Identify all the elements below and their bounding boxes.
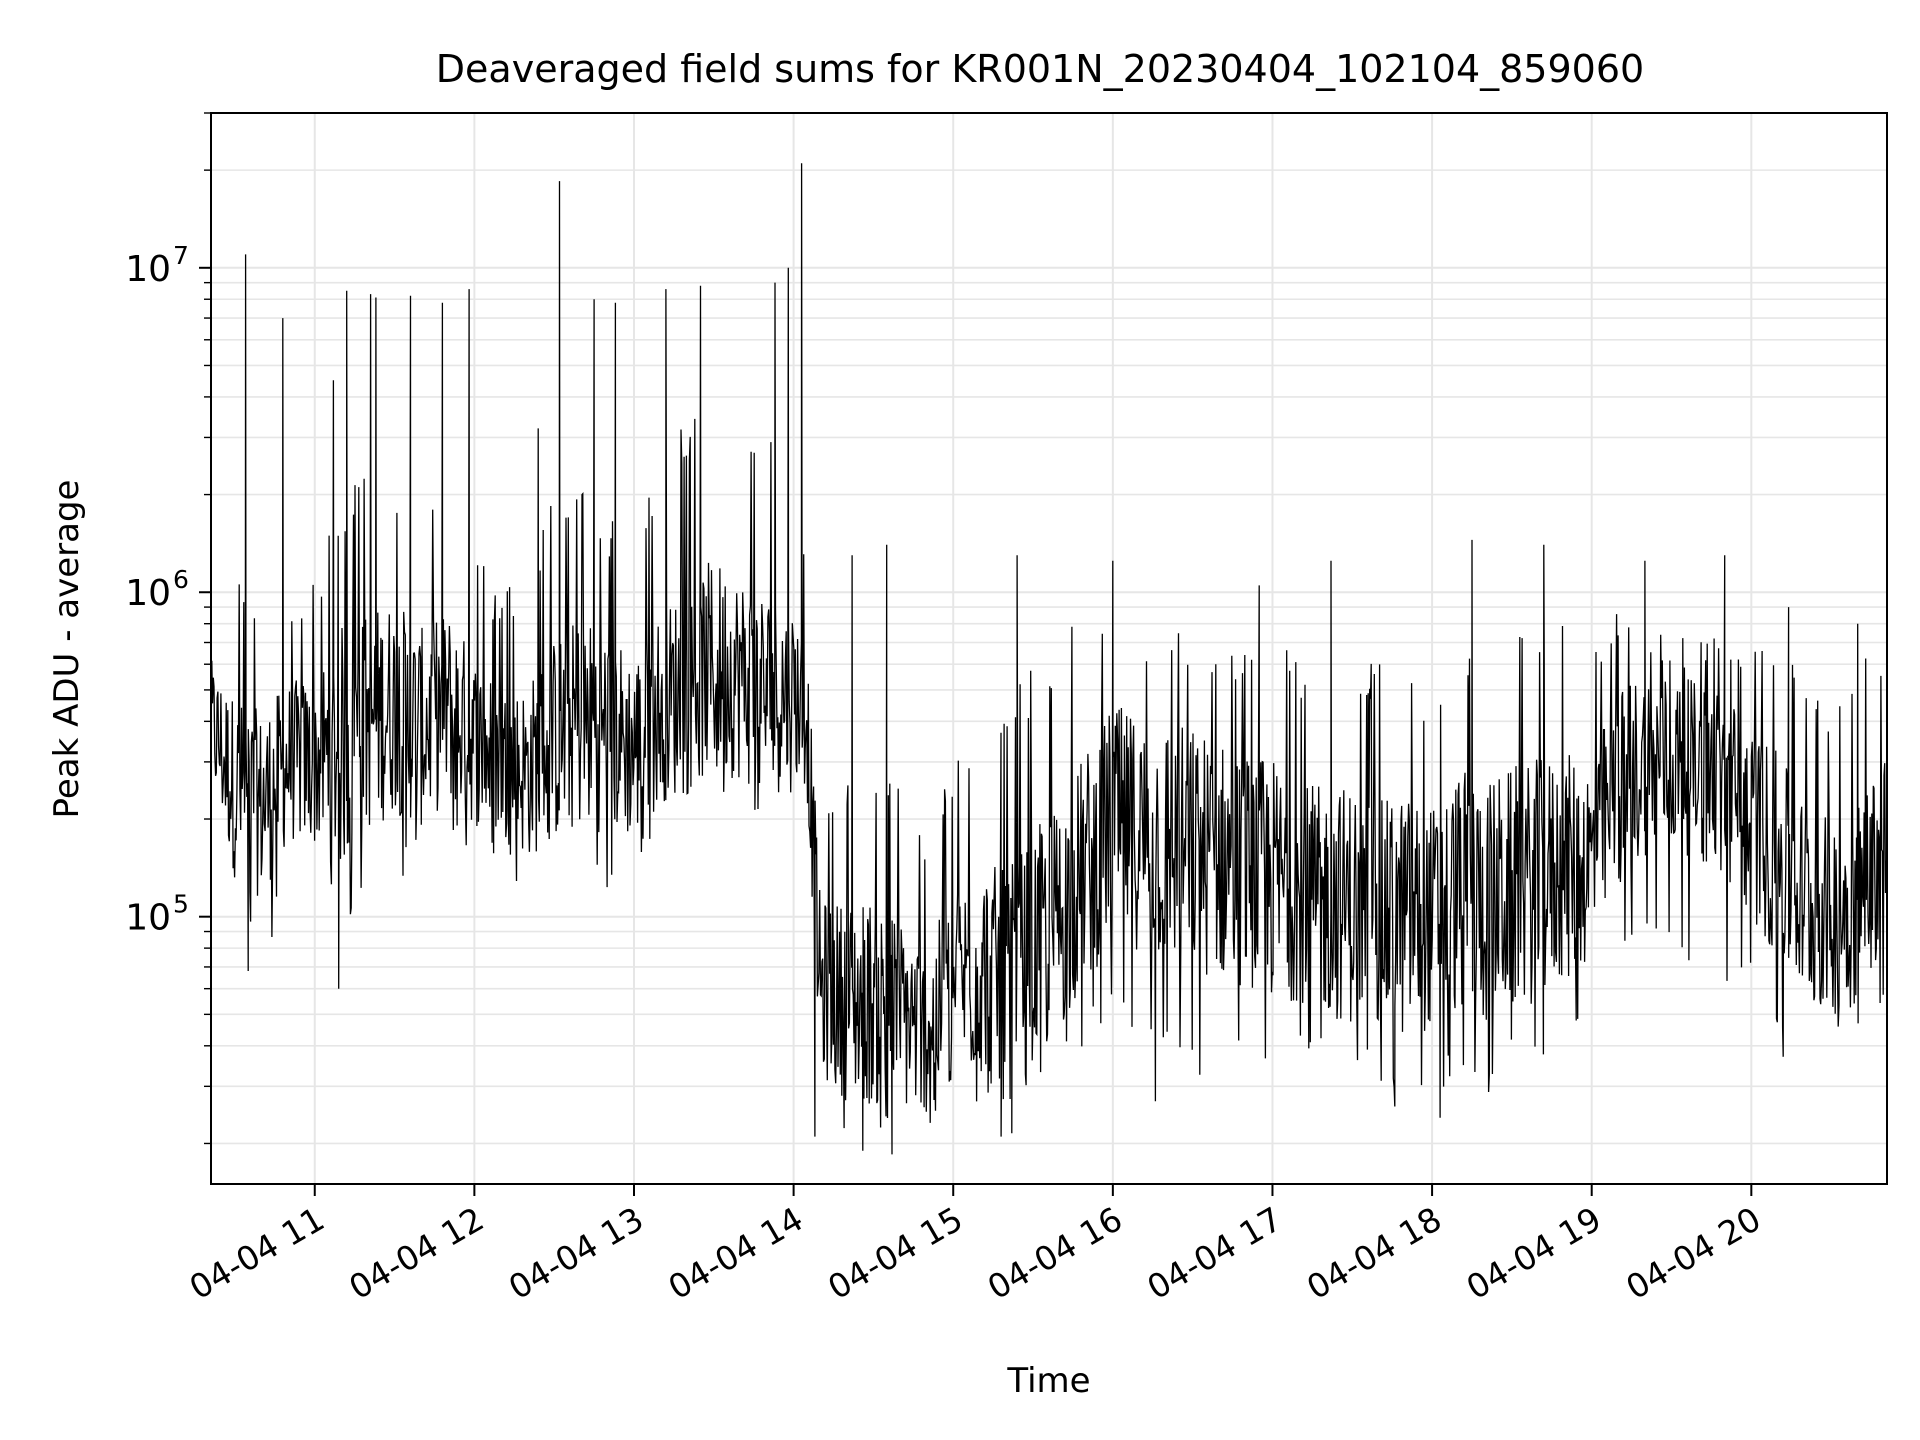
y-tick-label: 10 [125,573,171,614]
y-tick-exponent: 5 [173,890,189,919]
plot-frame [210,112,1888,1185]
y-tick-label: 10 [125,898,171,939]
series-path [210,163,1888,1155]
y-tick-label: 10 [125,249,171,290]
y-tick-exponent: 7 [173,241,189,270]
chart-title: Deaveraged field sums for KR001N_2023040… [436,47,1644,91]
x-axis-label: Time [1006,1361,1090,1401]
y-axis-label: Peak ADU - average [47,480,87,819]
series-line [210,163,1888,1155]
y-tick-exponent: 6 [173,565,189,594]
